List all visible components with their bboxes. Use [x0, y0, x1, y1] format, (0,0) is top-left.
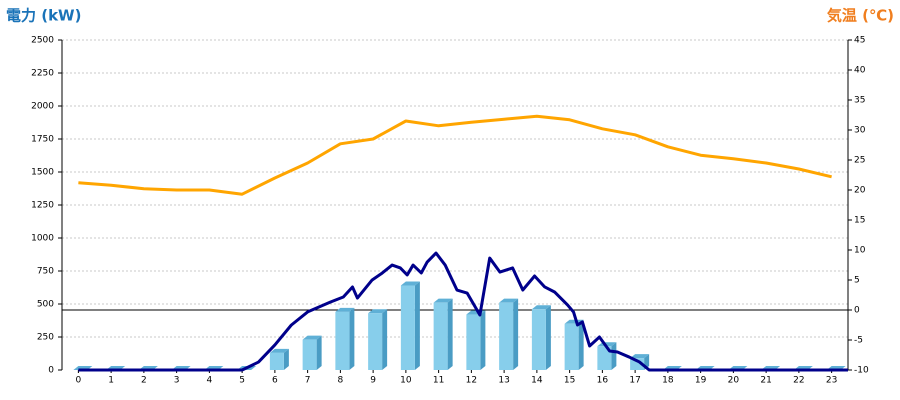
y-tick-label: 1000: [31, 234, 54, 244]
y-tick-label: 0: [48, 366, 54, 376]
y2-tick-label: 30: [854, 126, 866, 136]
y2-tick-label: 40: [854, 66, 866, 76]
bar: [531, 309, 546, 370]
y2-tick-label: 25: [854, 156, 865, 166]
y2-tick-label: 10: [854, 246, 866, 256]
y2-tick-label: -5: [854, 336, 863, 346]
x-tick-label: 9: [370, 376, 376, 386]
x-tick-label: 3: [174, 376, 180, 386]
bar: [433, 302, 448, 370]
bar: [302, 339, 317, 370]
bar-top: [368, 309, 388, 314]
y-axis-title: 電力 (kW): [6, 7, 81, 25]
bar-top: [335, 307, 355, 312]
bar-top: [400, 281, 420, 286]
y-tick-label: 2250: [31, 69, 54, 79]
bar-side: [447, 298, 453, 370]
y-tick-label: 2500: [31, 36, 54, 46]
x-tick-label: 20: [728, 376, 740, 386]
line: [78, 114, 832, 196]
bar-top: [269, 348, 289, 353]
bar: [335, 311, 350, 370]
x-tick-label: 18: [662, 376, 674, 386]
x-tick-label: 5: [239, 376, 245, 386]
bar-side: [283, 348, 289, 370]
y2-tick-label: 5: [854, 276, 860, 286]
x-tick-label: 13: [498, 376, 509, 386]
bar-side: [611, 342, 617, 370]
y-tick-label: 2000: [31, 102, 54, 112]
bar-side: [480, 310, 486, 370]
x-tick-label: 6: [272, 376, 278, 386]
x-tick-label: 17: [629, 376, 640, 386]
bar-side: [316, 335, 322, 370]
y2-axis-title: 気温 (℃): [827, 7, 894, 25]
y2-tick-label: 35: [854, 96, 865, 106]
bar-side: [545, 305, 551, 370]
bar: [269, 352, 284, 370]
bar-top: [433, 298, 453, 303]
x-tick-label: 22: [793, 376, 804, 386]
x-tick-label: 21: [760, 376, 771, 386]
bar: [400, 285, 415, 370]
y2-tick-label: 0: [854, 306, 860, 316]
bar-side: [382, 309, 388, 370]
y-tick-label: 500: [37, 300, 54, 310]
bar-side: [578, 319, 584, 370]
bar-side: [513, 298, 519, 370]
bar: [368, 313, 383, 370]
y-tick-label: 250: [37, 333, 54, 343]
x-tick-label: 12: [466, 376, 477, 386]
x-tick-label: 0: [76, 376, 82, 386]
x-tick-label: 15: [564, 376, 575, 386]
y2-tick-label: 45: [854, 36, 865, 46]
x-tick-label: 10: [400, 376, 412, 386]
x-tick-label: 2: [141, 376, 147, 386]
bar: [499, 302, 514, 370]
bar-top: [531, 305, 551, 310]
x-tick-label: 23: [826, 376, 837, 386]
y-tick-label: 1750: [31, 135, 54, 145]
bar-side: [349, 307, 355, 370]
x-tick-label: 11: [433, 376, 444, 386]
bar: [564, 323, 579, 370]
x-tick-label: 19: [695, 376, 707, 386]
y-tick-label: 1250: [31, 201, 54, 211]
x-tick-label: 14: [531, 376, 543, 386]
bar-top: [302, 335, 322, 340]
x-tick-label: 1: [108, 376, 114, 386]
x-tick-label: 4: [207, 376, 213, 386]
y2-tick-label: -10: [854, 366, 869, 376]
bar: [630, 358, 645, 370]
bar: [597, 346, 612, 370]
y2-tick-label: 15: [854, 216, 865, 226]
bar-top: [630, 354, 650, 359]
bar-side: [414, 281, 420, 370]
y-tick-label: 1500: [31, 168, 54, 178]
y-tick-label: 750: [37, 267, 54, 277]
bar: [466, 314, 481, 370]
bar-top: [499, 298, 519, 303]
line: [78, 251, 848, 372]
x-tick-label: 16: [597, 376, 609, 386]
x-tick-label: 8: [338, 376, 344, 386]
x-tick-label: 7: [305, 376, 311, 386]
y2-tick-label: 20: [854, 186, 866, 196]
